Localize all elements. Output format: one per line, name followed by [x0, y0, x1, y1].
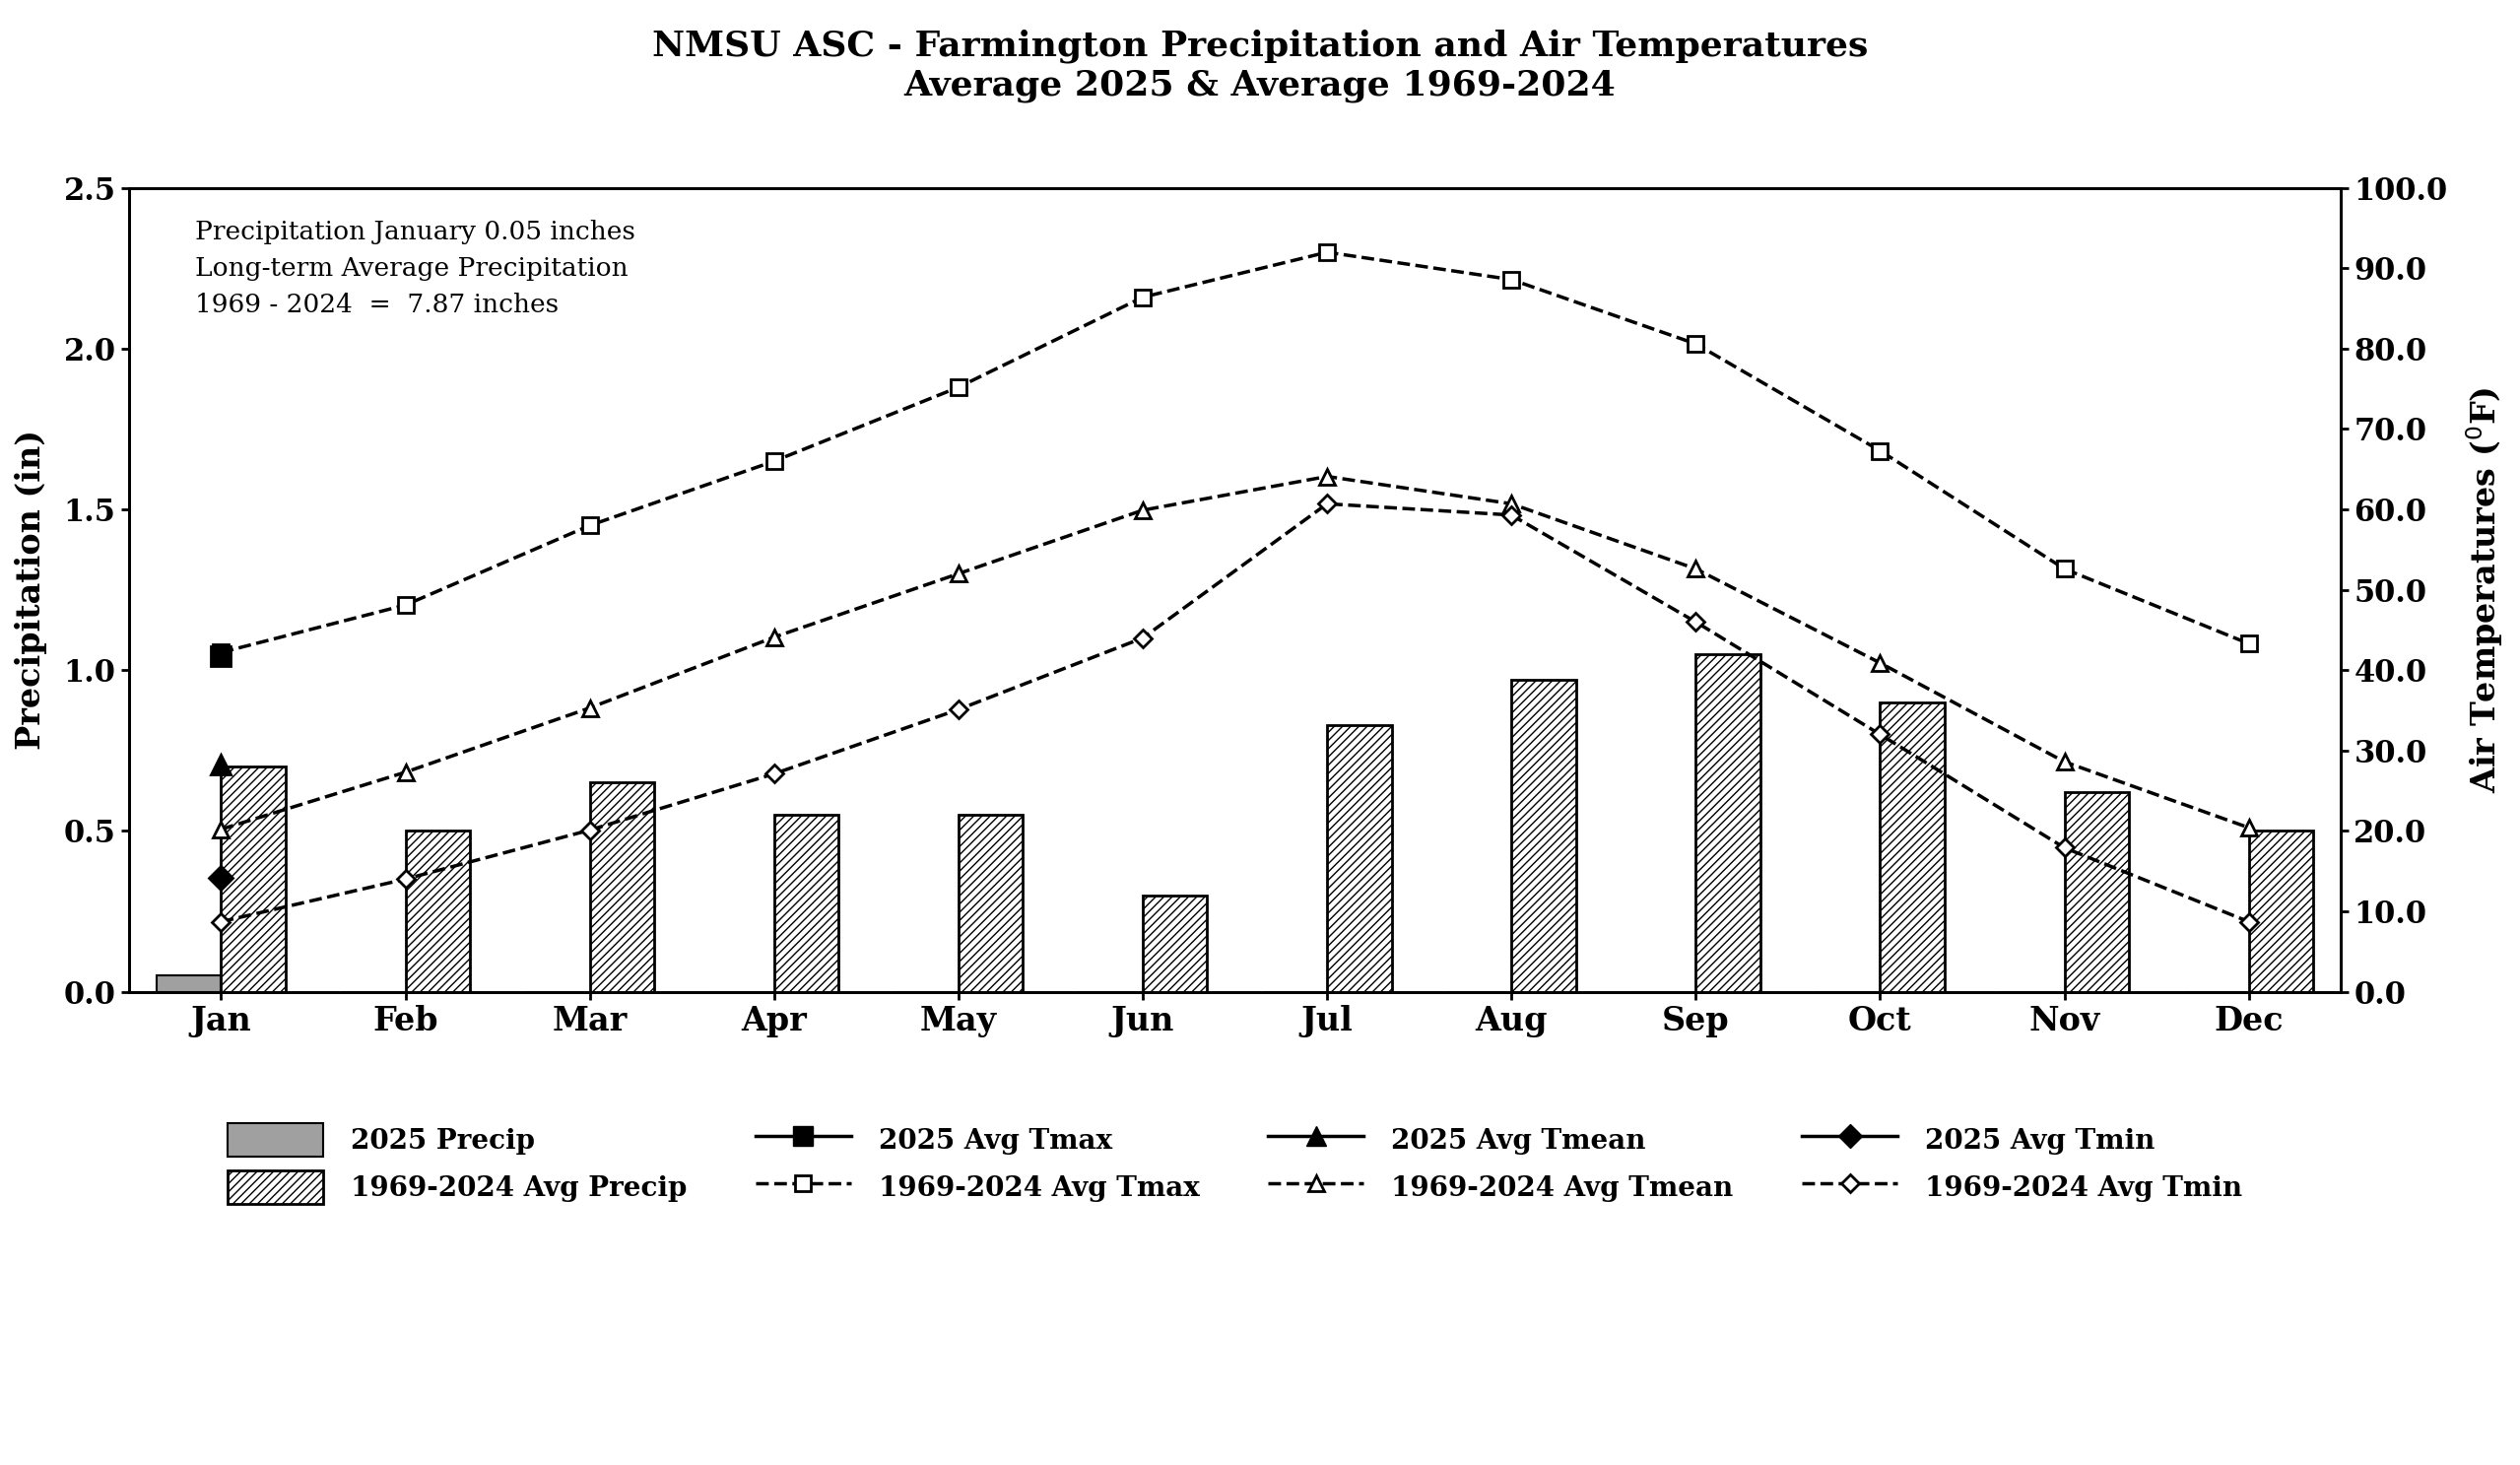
1969-2024 Avg Tmax [391, 596, 421, 614]
1969-2024 Avg Tmax [2049, 560, 2079, 577]
1969-2024 Avg Tmax [1681, 335, 1711, 353]
Bar [2248, 831, 2313, 992]
1969-2024 Avg Tmin [391, 870, 421, 888]
1969-2024 Avg Tmean [2233, 819, 2263, 837]
1969-2024 Avg Tmax [1126, 289, 1157, 306]
1969-2024 Avg Tmean [391, 763, 421, 781]
1969-2024 Avg Tmin [1313, 495, 1343, 513]
1969-2024 Avg Tmin [207, 913, 237, 930]
1969-2024 Avg Tmin [1126, 628, 1157, 646]
1969-2024 Avg Tmax [207, 643, 237, 661]
1969-2024 Avg Tmax [2233, 634, 2263, 652]
Bar [590, 782, 655, 992]
1969-2024 Avg Tmax [1497, 271, 1527, 289]
1969-2024 Avg Tmin [1865, 725, 1895, 743]
1969-2024 Avg Tmean [207, 820, 237, 838]
1969-2024 Avg Tmean [1126, 501, 1157, 519]
Y-axis label: Air Temperatures ($^0$F): Air Temperatures ($^0$F) [2465, 387, 2505, 793]
Bar [1696, 653, 1761, 992]
1969-2024 Avg Tmean [942, 565, 973, 583]
Line: 1969-2024 Avg Tmax: 1969-2024 Avg Tmax [214, 245, 2255, 661]
Y-axis label: Precipitation (in): Precipitation (in) [15, 429, 48, 750]
Legend: 2025 Precip, 1969-2024 Avg Precip, 2025 Avg Tmax, 1969-2024 Avg Tmax, 2025 Avg T: 2025 Precip, 1969-2024 Avg Precip, 2025 … [214, 1110, 2255, 1217]
1969-2024 Avg Tmin [1497, 507, 1527, 524]
1969-2024 Avg Tmean [1313, 467, 1343, 485]
Text: NMSU ASC - Farmington Precipitation and Air Temperatures
Average 2025 & Average : NMSU ASC - Farmington Precipitation and … [653, 29, 1867, 103]
1969-2024 Avg Tmin [1681, 614, 1711, 631]
Line: 1969-2024 Avg Tmean: 1969-2024 Avg Tmean [214, 469, 2255, 837]
Bar [958, 815, 1023, 992]
Bar [222, 766, 285, 992]
Line: 1969-2024 Avg Tmin: 1969-2024 Avg Tmin [214, 498, 2255, 927]
1969-2024 Avg Tmean [2049, 753, 2079, 771]
1969-2024 Avg Tmean [1497, 495, 1527, 513]
Bar [1880, 702, 1945, 992]
1969-2024 Avg Tmax [942, 378, 973, 396]
1969-2024 Avg Tmax [1313, 243, 1343, 261]
Bar [1512, 680, 1575, 992]
Bar [1142, 895, 1207, 992]
Text: Precipitation January 0.05 inches
Long-term Average Precipitation
1969 - 2024  =: Precipitation January 0.05 inches Long-t… [194, 220, 635, 318]
1969-2024 Avg Tmean [1681, 560, 1711, 577]
1969-2024 Avg Tmax [575, 517, 605, 535]
Bar [2064, 793, 2129, 992]
1969-2024 Avg Tmean [1865, 653, 1895, 671]
1969-2024 Avg Tmean [575, 699, 605, 716]
1969-2024 Avg Tmin [2049, 839, 2079, 857]
Bar [774, 815, 839, 992]
1969-2024 Avg Tmin [942, 700, 973, 718]
1969-2024 Avg Tmax [759, 453, 789, 470]
1969-2024 Avg Tmax [1865, 442, 1895, 460]
1969-2024 Avg Tmean [759, 628, 789, 646]
1969-2024 Avg Tmin [575, 822, 605, 839]
Bar [406, 831, 469, 992]
Bar [156, 976, 222, 992]
1969-2024 Avg Tmin [2233, 913, 2263, 930]
1969-2024 Avg Tmin [759, 765, 789, 782]
Bar [1328, 725, 1391, 992]
